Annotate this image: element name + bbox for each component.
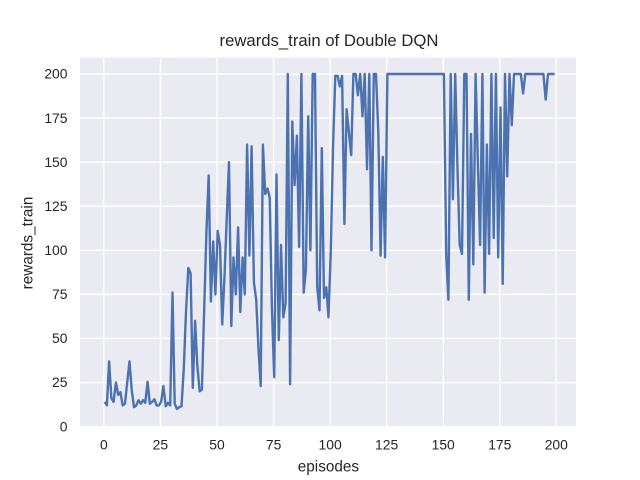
svg-text:75: 75 bbox=[266, 437, 282, 453]
svg-text:0: 0 bbox=[60, 418, 68, 434]
svg-text:200: 200 bbox=[545, 437, 568, 453]
svg-text:125: 125 bbox=[44, 198, 67, 214]
svg-text:rewards_train of Double DQN: rewards_train of Double DQN bbox=[220, 31, 439, 50]
svg-text:175: 175 bbox=[488, 437, 511, 453]
svg-text:75: 75 bbox=[52, 286, 68, 302]
svg-text:200: 200 bbox=[44, 66, 67, 82]
svg-text:0: 0 bbox=[100, 437, 108, 453]
svg-text:rewards_train: rewards_train bbox=[19, 197, 36, 290]
svg-text:25: 25 bbox=[52, 374, 68, 390]
svg-text:175: 175 bbox=[44, 110, 67, 126]
svg-text:100: 100 bbox=[319, 437, 342, 453]
svg-text:150: 150 bbox=[44, 154, 67, 170]
svg-text:25: 25 bbox=[153, 437, 169, 453]
svg-text:125: 125 bbox=[375, 437, 398, 453]
svg-text:episodes: episodes bbox=[298, 458, 360, 475]
svg-text:100: 100 bbox=[44, 242, 67, 258]
svg-text:50: 50 bbox=[209, 437, 225, 453]
svg-text:150: 150 bbox=[432, 437, 455, 453]
svg-text:50: 50 bbox=[52, 330, 68, 346]
